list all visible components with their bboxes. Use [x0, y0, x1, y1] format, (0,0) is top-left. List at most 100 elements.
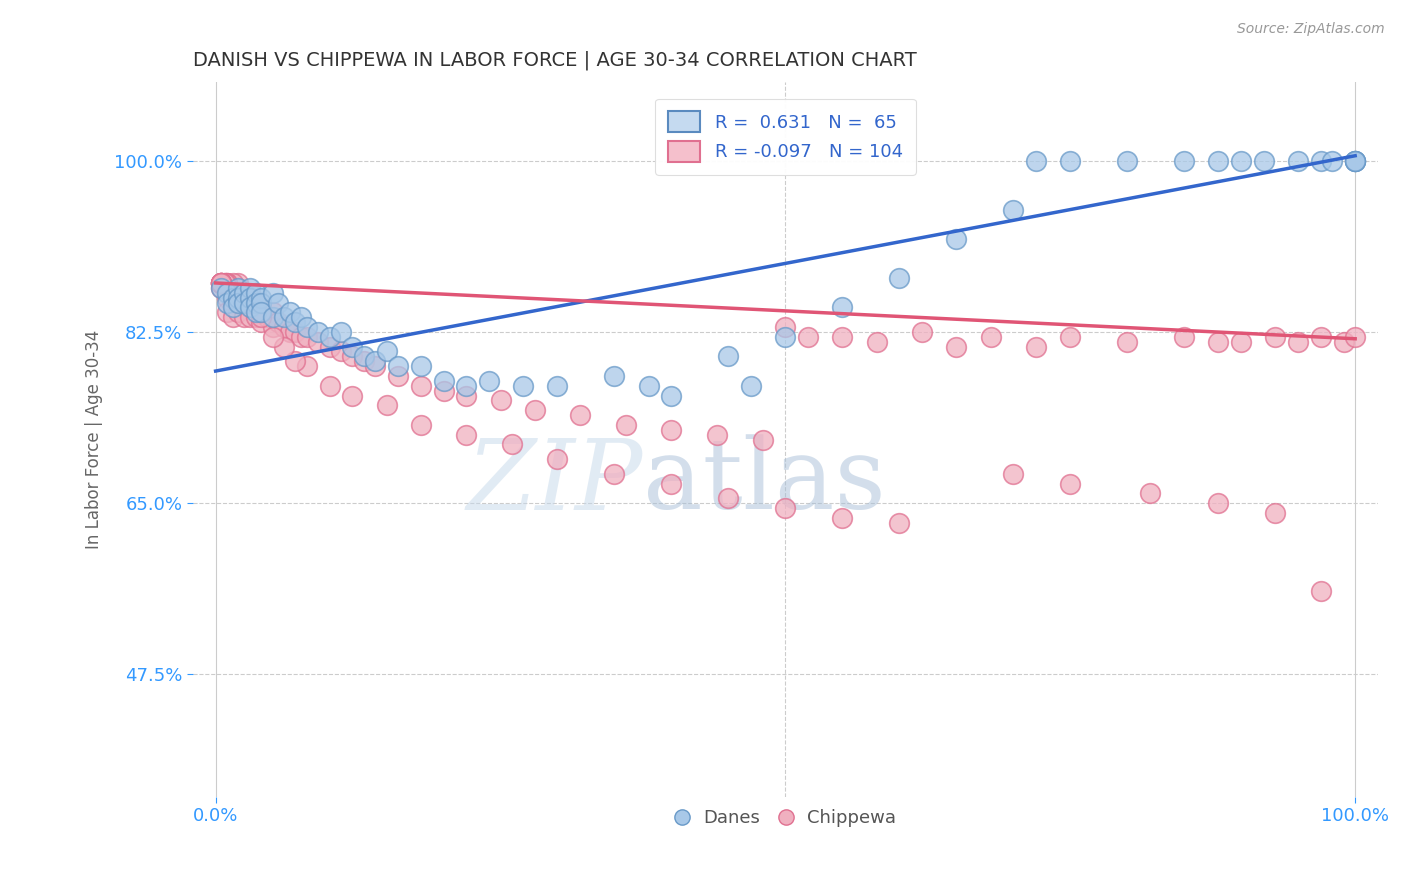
- Point: [209, 276, 232, 290]
- Point: [222, 295, 245, 310]
- Point: [209, 281, 232, 295]
- Point: [797, 330, 820, 344]
- Point: [318, 378, 340, 392]
- Point: [209, 281, 232, 295]
- Point: [775, 330, 797, 344]
- Point: [256, 310, 278, 325]
- Point: [245, 305, 267, 319]
- Point: [1002, 202, 1025, 217]
- Point: [364, 354, 387, 368]
- Point: [1253, 153, 1275, 168]
- Point: [233, 295, 256, 310]
- Point: [1264, 330, 1286, 344]
- Point: [717, 350, 740, 364]
- Point: [250, 295, 273, 310]
- Point: [1344, 153, 1367, 168]
- Point: [250, 310, 273, 325]
- Point: [239, 295, 262, 310]
- Point: [209, 276, 232, 290]
- Point: [1139, 486, 1161, 500]
- Point: [262, 310, 284, 325]
- Point: [489, 393, 512, 408]
- Point: [478, 374, 501, 388]
- Point: [284, 315, 307, 329]
- Point: [1310, 330, 1333, 344]
- Point: [364, 359, 387, 373]
- Point: [614, 417, 637, 432]
- Point: [342, 388, 364, 402]
- Point: [889, 516, 911, 530]
- Point: [262, 320, 284, 334]
- Point: [214, 276, 236, 290]
- Point: [831, 330, 853, 344]
- Point: [456, 388, 478, 402]
- Point: [831, 511, 853, 525]
- Point: [307, 334, 329, 349]
- Point: [547, 452, 569, 467]
- Point: [945, 340, 967, 354]
- Point: [330, 325, 353, 339]
- Point: [228, 281, 250, 295]
- Point: [278, 305, 301, 319]
- Point: [456, 427, 478, 442]
- Point: [250, 305, 273, 319]
- Point: [239, 291, 262, 305]
- Point: [706, 427, 728, 442]
- Point: [273, 340, 295, 354]
- Point: [409, 359, 432, 373]
- Point: [215, 295, 238, 310]
- Point: [1173, 330, 1195, 344]
- Text: atlas: atlas: [643, 434, 886, 531]
- Point: [284, 325, 307, 339]
- Point: [262, 330, 284, 344]
- Point: [661, 388, 683, 402]
- Point: [278, 325, 301, 339]
- Point: [501, 437, 523, 451]
- Point: [603, 467, 626, 481]
- Point: [215, 281, 238, 295]
- Point: [911, 325, 934, 339]
- Point: [239, 291, 262, 305]
- Point: [245, 295, 267, 310]
- Point: [831, 301, 853, 315]
- Point: [1286, 153, 1309, 168]
- Y-axis label: In Labor Force | Age 30-34: In Labor Force | Age 30-34: [86, 330, 103, 549]
- Point: [215, 305, 238, 319]
- Point: [318, 340, 340, 354]
- Point: [273, 320, 295, 334]
- Point: [262, 305, 284, 319]
- Point: [250, 305, 273, 319]
- Point: [547, 378, 569, 392]
- Point: [228, 276, 250, 290]
- Point: [222, 291, 245, 305]
- Point: [1116, 334, 1139, 349]
- Point: [1230, 334, 1253, 349]
- Point: [245, 310, 267, 325]
- Point: [342, 340, 364, 354]
- Point: [222, 301, 245, 315]
- Point: [209, 276, 232, 290]
- Point: [1286, 334, 1309, 349]
- Point: [740, 378, 762, 392]
- Point: [1116, 153, 1139, 168]
- Point: [751, 433, 773, 447]
- Point: [330, 344, 353, 359]
- Point: [239, 301, 262, 315]
- Point: [239, 281, 262, 295]
- Point: [387, 368, 409, 383]
- Point: [353, 354, 375, 368]
- Point: [342, 350, 364, 364]
- Point: [209, 276, 232, 290]
- Text: Source: ZipAtlas.com: Source: ZipAtlas.com: [1237, 22, 1385, 37]
- Point: [295, 359, 318, 373]
- Point: [228, 291, 250, 305]
- Point: [239, 301, 262, 315]
- Point: [228, 305, 250, 319]
- Point: [979, 330, 1001, 344]
- Point: [215, 285, 238, 300]
- Point: [290, 330, 312, 344]
- Point: [889, 271, 911, 285]
- Point: [569, 408, 592, 422]
- Point: [375, 344, 398, 359]
- Point: [1310, 584, 1333, 599]
